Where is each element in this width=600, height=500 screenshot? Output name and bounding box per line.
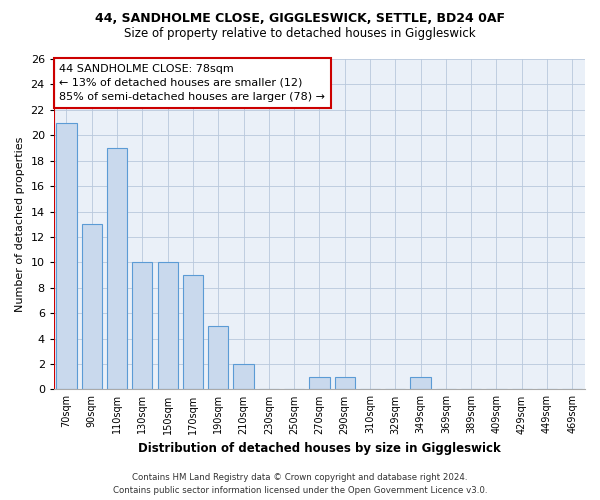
Bar [183, 275, 203, 390]
Text: 44, SANDHOLME CLOSE, GIGGLESWICK, SETTLE, BD24 0AF: 44, SANDHOLME CLOSE, GIGGLESWICK, SETTLE… [95, 12, 505, 26]
Text: Size of property relative to detached houses in Giggleswick: Size of property relative to detached ho… [124, 28, 476, 40]
Bar [208, 326, 229, 390]
Bar [410, 376, 431, 390]
Y-axis label: Number of detached properties: Number of detached properties [15, 136, 25, 312]
Bar [335, 376, 355, 390]
Text: Contains HM Land Registry data © Crown copyright and database right 2024.
Contai: Contains HM Land Registry data © Crown c… [113, 474, 487, 495]
Bar [309, 376, 329, 390]
Bar [233, 364, 254, 390]
Bar [107, 148, 127, 390]
Bar [56, 122, 77, 390]
X-axis label: Distribution of detached houses by size in Giggleswick: Distribution of detached houses by size … [138, 442, 501, 455]
Text: 44 SANDHOLME CLOSE: 78sqm
← 13% of detached houses are smaller (12)
85% of semi-: 44 SANDHOLME CLOSE: 78sqm ← 13% of detac… [59, 64, 325, 102]
Bar [82, 224, 102, 390]
Bar [132, 262, 152, 390]
Bar [158, 262, 178, 390]
